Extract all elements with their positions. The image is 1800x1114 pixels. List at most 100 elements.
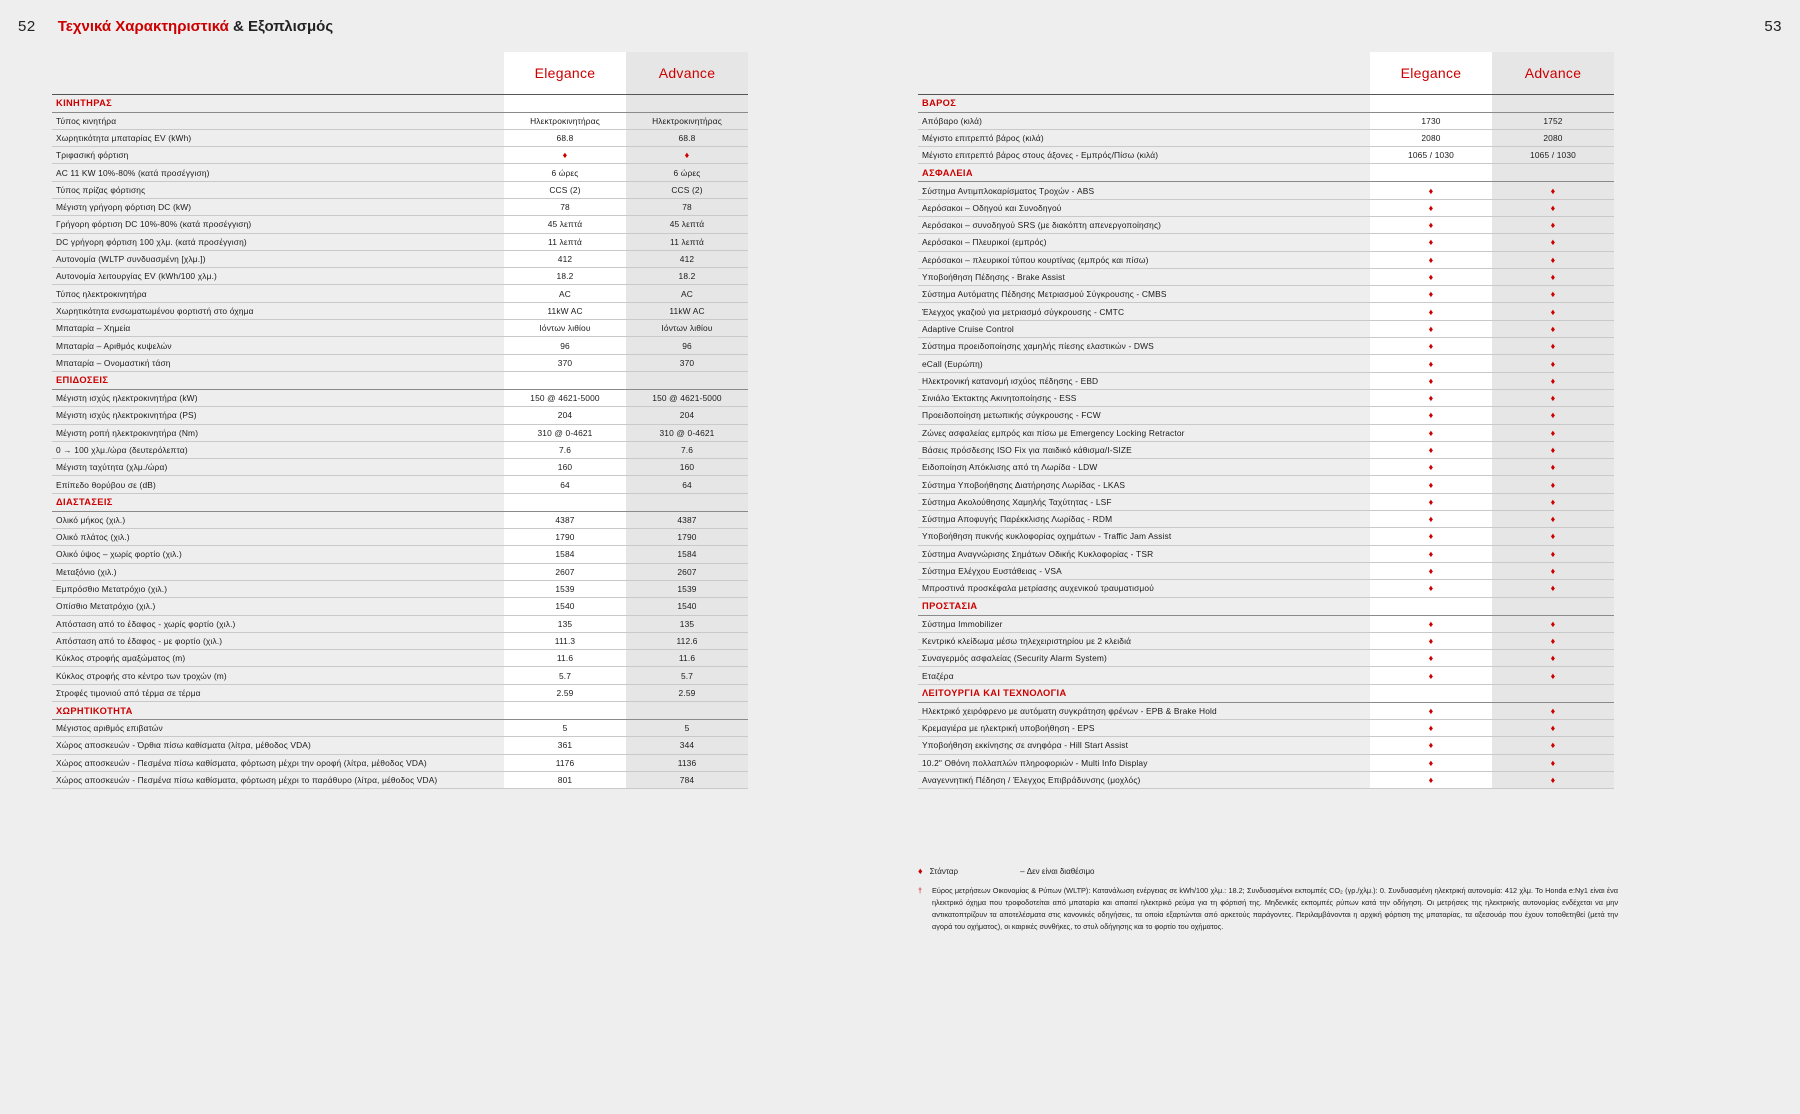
table-row: Κύκλος στροφής αμαξώματος (m) 11.6 11.6 (52, 649, 748, 668)
section-spacer-cell (1370, 93, 1492, 113)
table-row: Σύστημα Immobilizer ♦ ♦ (918, 615, 1614, 633)
table-row: Βάσεις πρόσδεσης ISO Fix για παιδικό κάθ… (918, 441, 1614, 460)
table-row: Μέγιστο επιτρεπτό βάρος στους άξονες - Ε… (918, 146, 1614, 165)
spec-value-advance: ♦ (1492, 354, 1614, 373)
section-title: ΠΡΟΣΤΑΣΙΑ (918, 596, 1370, 616)
diamond-icon: ♦ (1550, 635, 1556, 646)
table-row: Μέγιστη ροπή ηλεκτροκινητήρα (Nm) 310 @ 0… (52, 424, 748, 442)
spec-value-elegance: ♦ (1370, 320, 1492, 339)
spec-value-advance: 4387 (626, 511, 748, 530)
table-row: Αναγεννητική Πέδηση / Έλεγχος Επιβράδυνσ… (918, 771, 1614, 790)
table-row: Αερόσακοι – συνοδηγού SRS (με διακόπτη α… (918, 216, 1614, 235)
diamond-icon: ♦ (1428, 358, 1434, 369)
spec-value-advance: 160 (626, 458, 748, 477)
diamond-icon: ♦ (1550, 202, 1556, 213)
section-header-row: ΧΩΡΗΤΙΚΟΤΗΤΑ (52, 701, 748, 720)
spec-value-advance: ♦ (1492, 632, 1614, 651)
spec-label: Ζώνες ασφαλείας εμπρός και πίσω με Emerg… (918, 424, 1370, 442)
table-row: Σύστημα Αναγνώρισης Σημάτων Οδικής Κυκλο… (918, 545, 1614, 563)
spec-label: Χωρητικότητα μπαταρίας EV (kWh) (52, 129, 504, 148)
spec-value-elegance: 96 (504, 336, 626, 355)
table-row: Αυτονομία (WLTP συνδυασμένη [χλμ.]) 412 41… (52, 250, 748, 269)
table-row: Υποβοήθηση Πέδησης - Brake Assist ♦ ♦ (918, 268, 1614, 287)
spec-value-elegance: ♦ (1370, 754, 1492, 772)
diamond-icon: ♦ (1550, 618, 1556, 629)
diamond-icon: ♦ (1550, 670, 1556, 681)
spec-label: Σύστημα Αναγνώρισης Σημάτων Οδικής Κυκλο… (918, 545, 1370, 563)
spec-value-elegance: 1539 (504, 580, 626, 599)
spec-value-elegance: 2.59 (504, 684, 626, 703)
section-spacer-cell (626, 370, 748, 390)
spec-label: Απόσταση από το έδαφος - χωρίς φορτίο (χ… (52, 615, 504, 633)
spec-value-advance: 1136 (626, 754, 748, 772)
spec-value-elegance: 1065 / 1030 (1370, 146, 1492, 165)
table-row: Μπροστινά προσκέφαλα μετρίασης αυχενικού… (918, 579, 1614, 598)
spec-value-advance: 112.6 (626, 632, 748, 651)
table-row: Στροφές τιμονιού από τέρμα σε τέρμα 2.59 2… (52, 684, 748, 703)
spec-label: Μπαταρία – Αριθμός κυψελών (52, 336, 504, 355)
table-row: Ειδοποίηση Απόκλισης από τη Λωρίδα - LDW… (918, 458, 1614, 477)
spec-label: Ολικό μήκος (χιλ.) (52, 511, 504, 530)
table-header-row: Elegance Advance (52, 52, 748, 94)
diamond-icon: ♦ (1550, 496, 1556, 507)
spec-label: Υποβοήθηση εκκίνησης σε ανηφόρα - Hill S… (918, 736, 1370, 755)
spec-label: Βάσεις πρόσδεσης ISO Fix για παιδικό κάθ… (918, 441, 1370, 460)
table-row: Αυτονομία λειτουργίας EV (kWh/100 χλμ.) 1… (52, 267, 748, 286)
table-row: Έλεγχος γκαζιού για μετριασμό σύγκρουσης… (918, 302, 1614, 321)
section-spacer-cell (1370, 596, 1492, 616)
spec-value-elegance: ♦ (1370, 510, 1492, 529)
table-row: Γρήγορη φόρτιση DC 10%-80% (κατά προσέγγ… (52, 215, 748, 234)
table-row: Εμπρόσθιο Μετατρόχιο (χιλ.) 1539 1539 (52, 580, 748, 599)
table-row: Χώρος αποσκευών - Όρθια πίσω καθίσματα (… (52, 736, 748, 755)
spec-label: Κύκλος στροφής αμαξώματος (m) (52, 649, 504, 668)
diamond-icon: ♦ (1550, 548, 1556, 559)
diamond-icon: ♦ (1428, 775, 1434, 786)
spec-label: Μέγιστη ισχύς ηλεκτροκινητήρα (kW) (52, 389, 504, 408)
spec-value-advance: 18.2 (626, 267, 748, 286)
spec-value-elegance: ♦ (1370, 268, 1492, 287)
diamond-icon: ♦ (1428, 740, 1434, 751)
spec-label: Χώρος αποσκευών - Όρθια πίσω καθίσματα (… (52, 736, 504, 755)
spec-value-elegance: ♦ (1370, 771, 1492, 790)
diamond-icon: ♦ (1550, 358, 1556, 369)
title-dark-text: & Εξοπλισμός (233, 18, 334, 35)
spec-value-advance: AC (626, 284, 748, 303)
table-row: Ολικό μήκος (χιλ.) 4387 4387 (52, 511, 748, 530)
diamond-icon: ♦ (1428, 514, 1434, 525)
section-title: ΚΙΝΗΤΗΡΑΣ (52, 93, 504, 113)
table-row: Απόβαρο (κιλά) 1730 1752 (918, 112, 1614, 130)
table-row: Σύστημα Ελέγχου Ευστάθειας - VSA ♦ ♦ (918, 562, 1614, 581)
spec-label: Εταζέρα (918, 666, 1370, 685)
spec-label: Σύστημα Ελέγχου Ευστάθειας - VSA (918, 562, 1370, 581)
spec-value-elegance: ♦ (1370, 719, 1492, 738)
diamond-icon: ♦ (562, 150, 568, 161)
spec-value-elegance: 45 λεπτά (504, 215, 626, 234)
spec-value-elegance: ♦ (1370, 441, 1492, 460)
spec-value-advance: ♦ (1492, 771, 1614, 790)
spec-value-elegance: ♦ (1370, 233, 1492, 252)
spec-label: Μπαταρία – Ονομαστική τάση (52, 354, 504, 372)
spec-label: Μέγιστη γρήγορη φόρτιση DC (kW) (52, 198, 504, 217)
spec-value-elegance: 370 (504, 354, 626, 372)
diamond-icon: ♦ (1550, 341, 1556, 352)
table-row: Τριφασική φόρτιση ♦ ♦ (52, 146, 748, 165)
spec-label: Απόβαρο (κιλά) (918, 112, 1370, 130)
spec-label: Τύπος ηλεκτροκινητήρα (52, 284, 504, 303)
spec-label: Μέγιστη ροπή ηλεκτροκινητήρα (Nm) (52, 424, 504, 442)
diamond-icon: ♦ (1428, 618, 1434, 629)
legend-unavailable-label: Δεν είναι διαθέσιμο (1026, 867, 1095, 877)
table-row: Επίπεδο θορύβου σε (dB) 64 64 (52, 475, 748, 494)
table-row: Adaptive Cruise Control ♦ ♦ (918, 320, 1614, 339)
header-blank (52, 52, 504, 94)
spec-value-advance: ♦ (1492, 302, 1614, 321)
diamond-icon: ♦ (1428, 723, 1434, 734)
spec-label: Ειδοποίηση Απόκλισης από τη Λωρίδα - LDW (918, 458, 1370, 477)
spec-label: Υποβοήθηση Πέδησης - Brake Assist (918, 268, 1370, 287)
spec-value-advance: ♦ (1492, 649, 1614, 668)
spec-value-elegance: 11.6 (504, 649, 626, 668)
spec-value-elegance: 412 (504, 250, 626, 269)
diamond-icon: ♦ (1428, 427, 1434, 438)
spec-label: Οπίσθιο Μετατρόχιο (χιλ.) (52, 597, 504, 616)
table-row: Ηλεκτρικό χειρόφρενο με αυτόματη συγκράτ… (918, 702, 1614, 721)
spec-value-elegance: 1730 (1370, 112, 1492, 130)
